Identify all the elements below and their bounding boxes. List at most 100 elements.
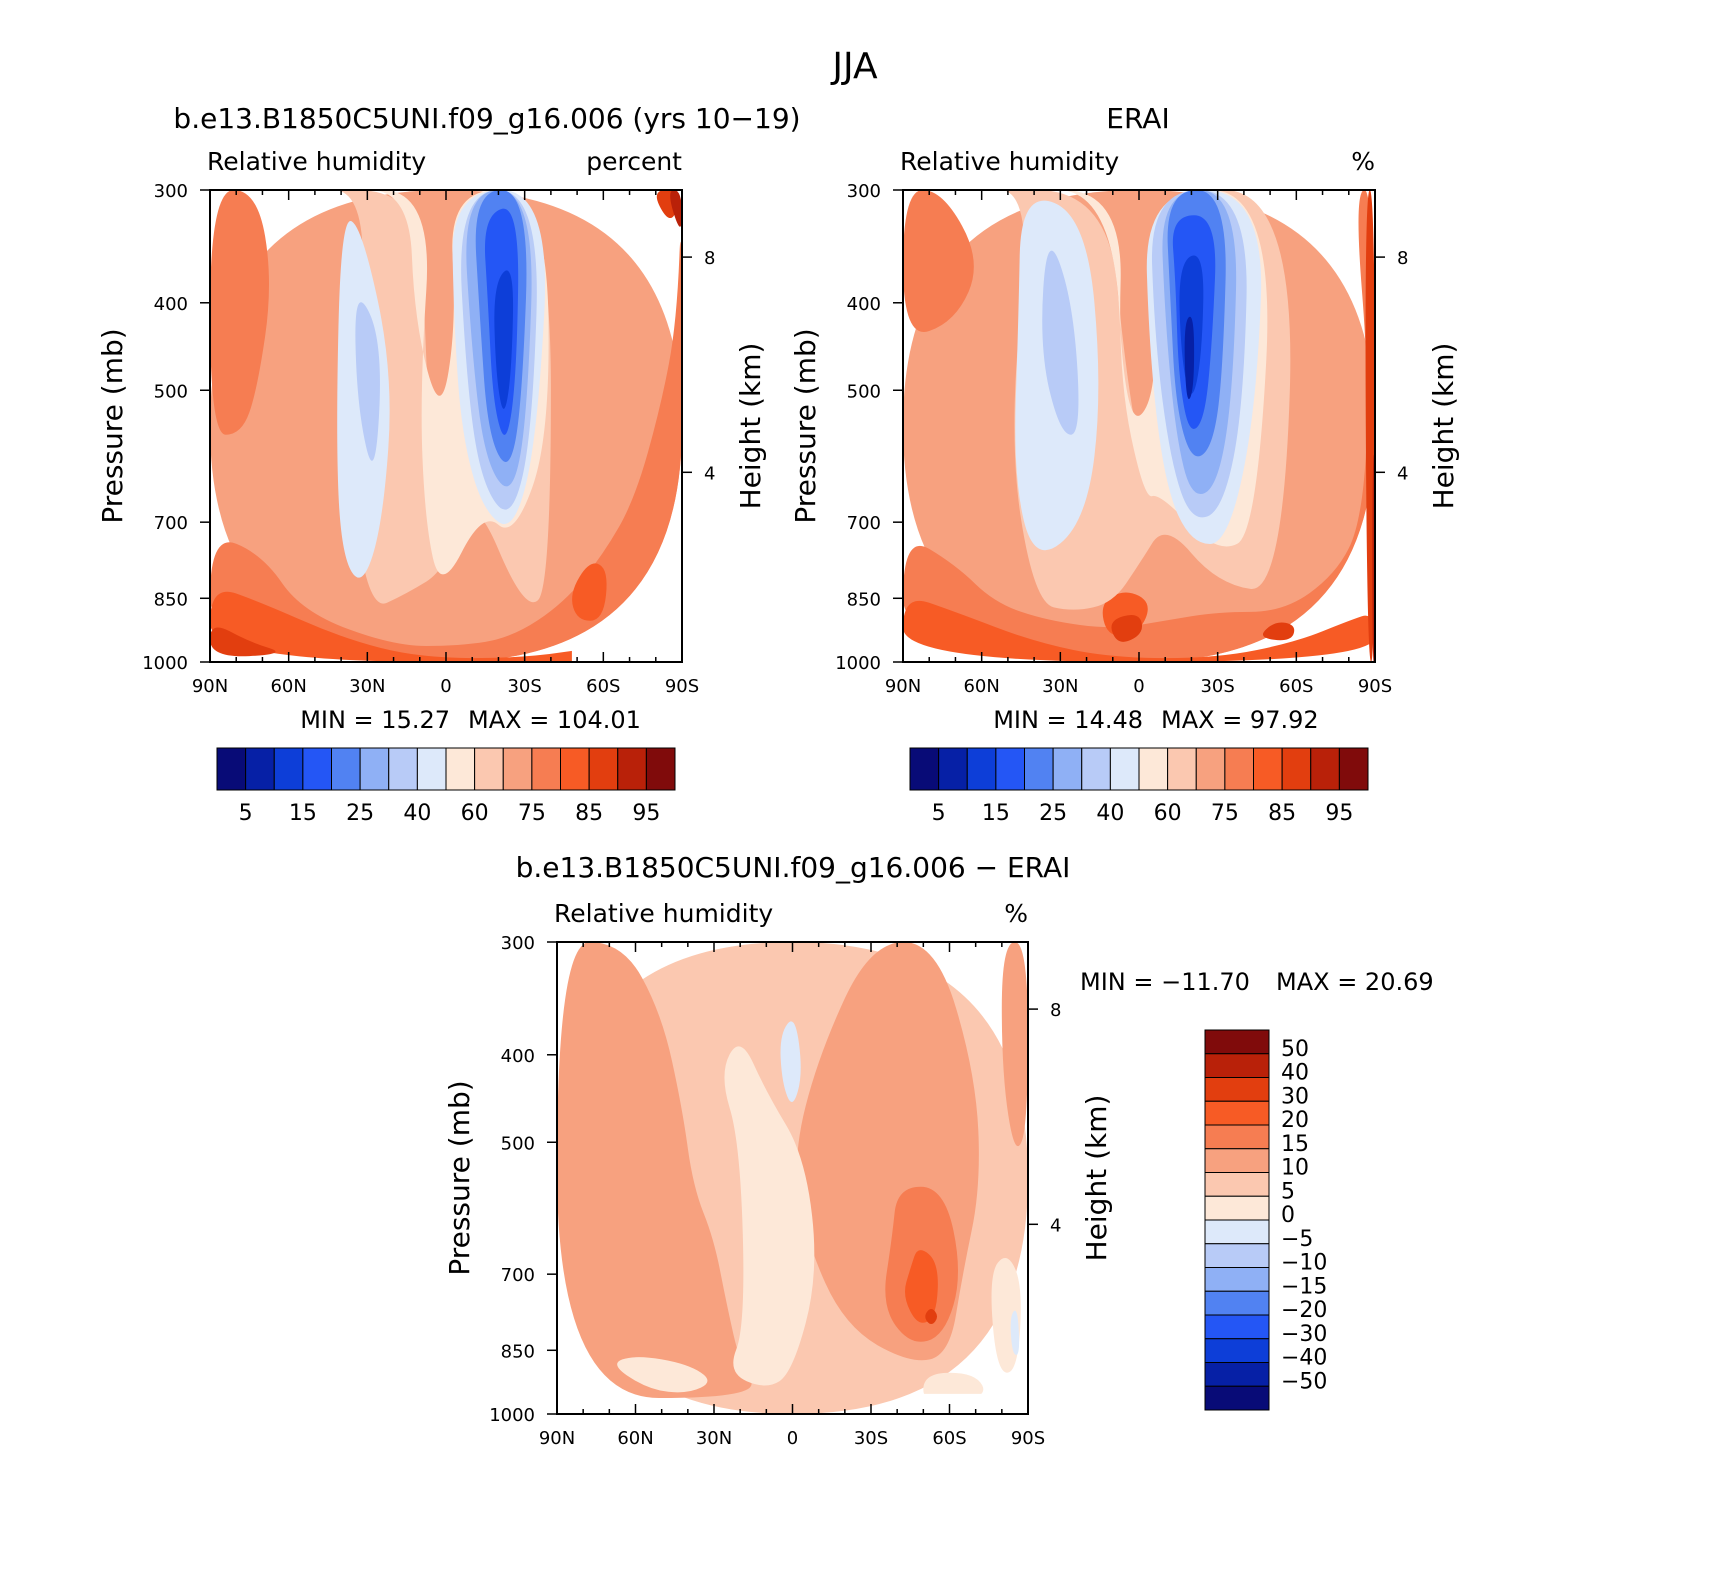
contour-band xyxy=(1262,622,1295,641)
panel-difference: b.e13.B1850C5UNI.f09_g16.006 − ERAI Relat… xyxy=(443,851,1434,1449)
variable-label: Relative humidity xyxy=(207,147,426,176)
contour-band xyxy=(494,270,514,409)
contour-band xyxy=(724,1046,815,1386)
x-tick-label: 60N xyxy=(963,676,999,697)
max-value-text: MAX = 20.69 xyxy=(1276,968,1434,996)
contour-band xyxy=(780,1021,801,1103)
colorbar-box xyxy=(1167,747,1197,791)
colorbar-box xyxy=(617,747,647,791)
colorbar-box xyxy=(416,747,447,791)
x-tick-label: 90N xyxy=(192,676,228,697)
contour-band xyxy=(557,942,752,1398)
y-tick-label: 500 xyxy=(501,1133,535,1154)
contour-band xyxy=(1042,250,1079,435)
colorbar-label: 5 xyxy=(239,801,253,826)
y2-tick-label: 4 xyxy=(1397,463,1408,484)
colorbar-label: 5 xyxy=(932,801,946,826)
y-tick-label: 1000 xyxy=(489,1405,535,1426)
colorbar-box xyxy=(1204,1219,1270,1245)
contour-field xyxy=(210,190,682,662)
colorbar-box xyxy=(1224,747,1254,791)
panel-model: b.e13.B1850C5UNI.f09_g16.006 (yrs 10−19)… xyxy=(96,102,801,826)
colorbar-label: 60 xyxy=(1154,801,1182,826)
y2-tick-label: 8 xyxy=(1050,1000,1061,1021)
contour-band xyxy=(1111,615,1143,642)
x-tick-label: 60N xyxy=(617,1428,653,1449)
contour-band xyxy=(1001,942,1028,1147)
colorbar-label: 25 xyxy=(1039,801,1067,826)
colorbar-label: −5 xyxy=(1281,1227,1313,1252)
colorbar-box xyxy=(1204,1148,1270,1173)
y-axis-label: Pressure (mb) xyxy=(443,1080,476,1275)
min-value-text: MIN = 15.27 xyxy=(300,706,450,734)
variable-label: Relative humidity xyxy=(900,147,1119,176)
x-tick-label: 90S xyxy=(1358,676,1392,697)
colorbar-box xyxy=(1310,747,1340,791)
x-tick-label: 90N xyxy=(885,676,921,697)
colorbar-box xyxy=(1204,1385,1270,1411)
colorbar-box xyxy=(966,747,997,791)
y-tick-label: 500 xyxy=(154,381,188,402)
colorbar-box xyxy=(388,747,418,791)
colorbar-box xyxy=(1204,1290,1270,1316)
colorbar-label: −50 xyxy=(1281,1369,1327,1394)
contour-band xyxy=(355,302,380,461)
y2-tick-label: 4 xyxy=(704,463,715,484)
colorbar-label: 95 xyxy=(632,801,660,826)
contour-band xyxy=(1184,316,1195,400)
y-axis-label: Pressure (mb) xyxy=(789,328,822,523)
colorbar-label: 40 xyxy=(1096,801,1124,826)
colorbar-box xyxy=(995,747,1025,791)
x-tick-label: 0 xyxy=(440,676,451,697)
colorbar-box xyxy=(1024,747,1054,791)
colorbar-box xyxy=(1052,747,1083,791)
x-tick-label: 30N xyxy=(696,1428,732,1449)
missing-data-region xyxy=(571,641,682,662)
colorbar-label: 50 xyxy=(1281,1037,1309,1062)
colorbar-box xyxy=(909,747,940,791)
contour-band xyxy=(210,591,682,662)
colorbar-label: −30 xyxy=(1281,1322,1327,1347)
colorbar-box xyxy=(1204,1338,1270,1363)
figure-title: JJA xyxy=(830,46,878,87)
y2-axis-label: Height (km) xyxy=(734,343,767,510)
colorbar-label: 95 xyxy=(1325,801,1353,826)
colorbar-label: 75 xyxy=(1211,801,1239,826)
colorbar-box xyxy=(588,747,619,791)
x-tick-label: 30N xyxy=(349,676,385,697)
x-tick-label: 90N xyxy=(539,1428,575,1449)
panel-title: ERAI xyxy=(1106,102,1169,135)
colorbar-box xyxy=(245,747,275,791)
contour-band xyxy=(210,190,269,435)
missing-data-region xyxy=(918,1393,1028,1414)
x-tick-label: 60S xyxy=(586,676,620,697)
contour-band xyxy=(670,190,682,227)
max-value-text: MAX = 97.92 xyxy=(1161,706,1319,734)
colorbar-box xyxy=(1204,1053,1270,1078)
x-tick-label: 30S xyxy=(1200,676,1234,697)
units-label: % xyxy=(1351,147,1375,176)
contour-field xyxy=(557,942,1028,1414)
contour-band xyxy=(617,1357,708,1393)
colorbar-box xyxy=(1109,747,1140,791)
colorbar-label: −20 xyxy=(1281,1298,1327,1323)
colorbar-box xyxy=(1204,1172,1270,1197)
panel-title: b.e13.B1850C5UNI.f09_g16.006 − ERAI xyxy=(516,851,1071,884)
colorbar-label: 40 xyxy=(403,801,431,826)
panel-title: b.e13.B1850C5UNI.f09_g16.006 (yrs 10−19) xyxy=(173,102,800,135)
colorbar-label: 30 xyxy=(1281,1084,1309,1109)
colorbar-label: 0 xyxy=(1281,1203,1295,1228)
y2-tick-label: 8 xyxy=(704,248,715,269)
colorbar-box xyxy=(1204,1362,1270,1387)
x-tick-label: 0 xyxy=(1133,676,1144,697)
y2-axis-label: Height (km) xyxy=(1427,343,1460,510)
units-label: percent xyxy=(586,147,682,176)
colorbar-box xyxy=(1138,747,1169,791)
contour-band xyxy=(905,1250,938,1323)
colorbar-box xyxy=(359,747,390,791)
x-tick-label: 90S xyxy=(665,676,699,697)
colorbar-label: 5 xyxy=(1281,1179,1295,1204)
x-tick-label: 90S xyxy=(1011,1428,1045,1449)
colorbar-box xyxy=(474,747,504,791)
